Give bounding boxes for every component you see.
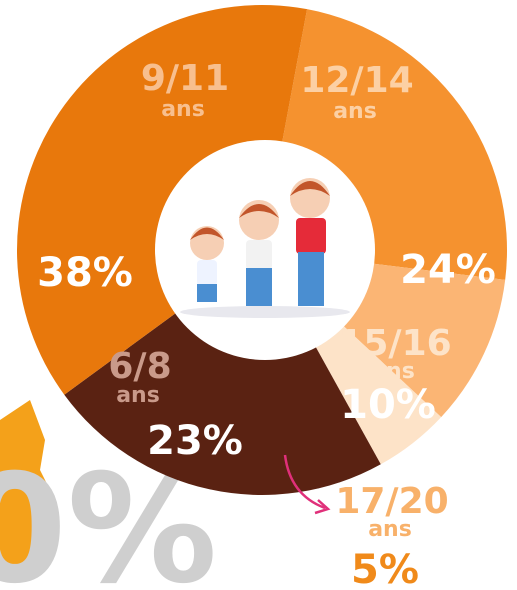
slice [17, 5, 308, 395]
category-label: 12/14 [300, 60, 413, 101]
unit-label: ans [161, 97, 205, 122]
pointer-arrow [283, 454, 326, 510]
value-label: 5% [351, 547, 419, 590]
value-label: 23% [147, 418, 243, 464]
unit-label: ans [368, 517, 412, 542]
decor-shape [0, 400, 55, 570]
category-label: 17/20 [335, 481, 448, 522]
value-label: 38% [37, 250, 133, 296]
unit-label: ans [116, 383, 160, 408]
category-label: 9/11 [141, 58, 229, 99]
pointer-arrow-head [314, 499, 331, 515]
value-label: 24% [400, 247, 496, 293]
slice [64, 250, 381, 495]
category-label: 15/16 [338, 323, 451, 364]
unit-label: ans [371, 359, 415, 384]
kids-illustration [180, 178, 350, 318]
value-label: 10% [340, 382, 436, 428]
unit-label: ans [333, 99, 377, 124]
category-label: 6/8 [108, 346, 171, 387]
